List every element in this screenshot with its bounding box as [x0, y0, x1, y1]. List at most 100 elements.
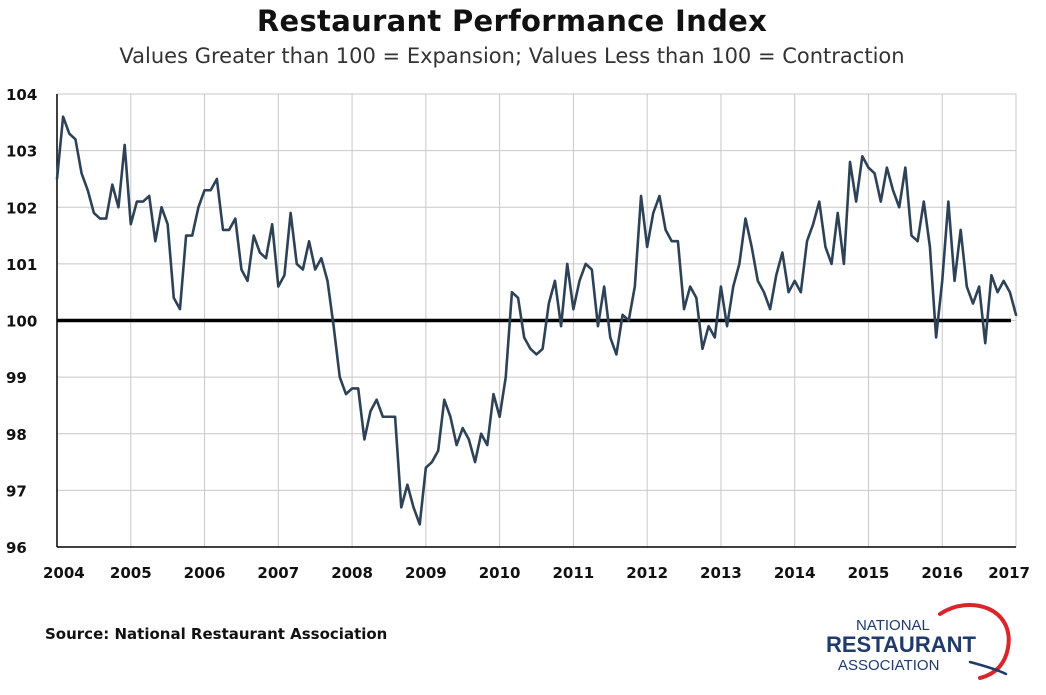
data-point	[726, 325, 728, 327]
data-point	[296, 263, 298, 265]
data-point	[634, 285, 636, 288]
data-point	[117, 206, 120, 208]
data-point	[419, 523, 421, 525]
data-point	[228, 229, 230, 231]
data-point	[947, 200, 949, 203]
data-point	[87, 189, 89, 191]
data-point	[806, 240, 808, 242]
data-point	[861, 155, 863, 157]
data-point	[74, 138, 77, 140]
x-tick-label-2006: 2006	[184, 564, 226, 582]
data-point	[892, 189, 894, 191]
data-point	[68, 133, 70, 135]
data-point	[234, 217, 236, 220]
data-point	[689, 285, 691, 288]
data-point	[105, 217, 107, 220]
data-point	[314, 268, 316, 271]
line-chart: 96 97 98 99 100 101 102 103 104 2004 2005 2006 2007…	[6, 86, 1030, 582]
data-point	[732, 285, 734, 288]
data-point	[757, 280, 759, 282]
data-point	[781, 251, 783, 254]
data-point	[111, 184, 113, 186]
data-point	[548, 302, 550, 305]
data-point	[277, 285, 279, 288]
data-point	[628, 319, 630, 322]
data-point	[560, 325, 562, 327]
logo-text-association: ASSOCIATION	[838, 657, 939, 674]
data-point	[185, 234, 187, 237]
x-tick-label-2013: 2013	[700, 564, 742, 582]
x-tick-label-2008: 2008	[331, 564, 373, 582]
data-point	[917, 240, 919, 242]
data-point	[978, 285, 980, 288]
data-point	[253, 234, 255, 237]
source-note: Source: National Restaurant Association	[45, 625, 388, 643]
data-point	[1009, 291, 1011, 293]
y-tick-label-100: 100	[6, 313, 37, 331]
data-point	[1003, 280, 1005, 282]
data-point	[677, 240, 679, 242]
data-point	[566, 263, 568, 265]
data-point	[210, 189, 212, 191]
data-point	[935, 336, 937, 339]
data-point	[812, 223, 814, 225]
data-point	[179, 308, 181, 310]
x-tick-label-2011: 2011	[553, 564, 595, 582]
data-point	[591, 268, 593, 271]
data-point	[345, 393, 347, 395]
data-point	[609, 336, 611, 339]
data-point	[456, 444, 458, 446]
data-point	[363, 438, 365, 441]
data-point	[542, 348, 544, 350]
data-point	[517, 297, 519, 299]
data-point	[437, 450, 439, 452]
data-point	[160, 206, 163, 208]
logo-text-restaurant: RESTAURANT	[826, 632, 976, 657]
data-point	[425, 467, 427, 469]
data-point	[984, 342, 986, 344]
data-point	[708, 325, 710, 327]
data-point	[966, 285, 968, 288]
data-point	[271, 223, 273, 225]
data-point	[216, 178, 218, 180]
data-point	[787, 291, 790, 293]
data-point	[855, 200, 857, 203]
data-point	[357, 387, 359, 390]
data-point	[142, 200, 144, 203]
data-point	[333, 325, 335, 327]
logo-swoosh-blue-icon	[968, 660, 1008, 676]
data-point	[222, 229, 224, 231]
data-point	[136, 200, 138, 203]
y-tick-labels: 96 97 98 99 100 101 102 103 104	[6, 86, 37, 557]
data-point	[535, 353, 538, 356]
nra-logo: NATIONAL RESTAURANT ASSOCIATION	[826, 603, 1011, 680]
data-point	[554, 280, 556, 282]
data-point	[886, 167, 888, 169]
data-point	[996, 291, 999, 293]
data-point	[56, 178, 58, 180]
data-point	[972, 302, 974, 305]
data-point	[302, 268, 304, 271]
x-tick-label-2007: 2007	[257, 564, 299, 582]
data-point	[326, 280, 329, 282]
data-point	[320, 257, 322, 259]
data-point	[929, 246, 931, 248]
data-point	[197, 206, 200, 208]
data-point	[898, 206, 900, 208]
data-point	[671, 240, 673, 242]
data-point	[658, 195, 661, 197]
series-group	[55, 115, 1018, 526]
data-point	[578, 280, 581, 282]
data-point	[492, 393, 495, 395]
data-point	[388, 416, 390, 418]
y-tick-label-97: 97	[6, 482, 27, 500]
data-point	[474, 461, 476, 463]
data-point	[290, 212, 292, 214]
data-point	[406, 484, 408, 486]
x-tick-label-2015: 2015	[848, 564, 890, 582]
x-tick-label-2012: 2012	[626, 564, 668, 582]
data-point	[923, 200, 925, 203]
x-tick-labels: 2004 2005 2006 2007 2008 2009 2010 2011 2012 2013…	[43, 564, 1030, 582]
data-point	[130, 223, 132, 225]
x-tick-label-2014: 2014	[774, 564, 816, 582]
